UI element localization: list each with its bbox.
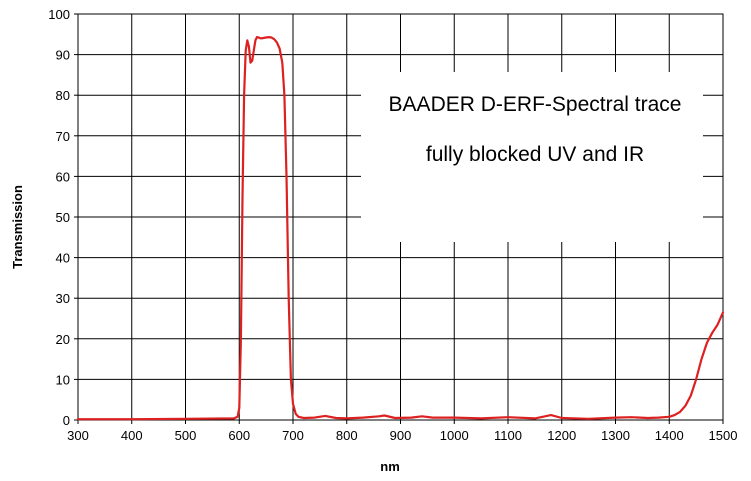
annotation-box — [361, 72, 703, 242]
x-tick-label: 1300 — [601, 428, 630, 443]
x-tick-label: 500 — [175, 428, 197, 443]
x-tick-label: 600 — [228, 428, 250, 443]
y-tick-label: 50 — [56, 210, 70, 225]
annotation-subtitle: fully blocked UV and IR — [426, 143, 644, 166]
y-tick-label: 80 — [56, 88, 70, 103]
x-axis-label: nm — [380, 459, 400, 474]
y-tick-label: 40 — [56, 251, 70, 266]
x-tick-label: 800 — [336, 428, 358, 443]
x-tick-label: 1100 — [494, 428, 522, 443]
axis-tick-labels: 300 400 500 600 700 800 900 1000 1100 1200 1300 140… — [48, 7, 737, 443]
x-tick-label: 1500 — [709, 428, 738, 443]
x-tick-label: 1200 — [547, 428, 576, 443]
x-tick-label: 900 — [390, 428, 412, 443]
y-tick-label: 0 — [63, 413, 70, 428]
x-tick-label: 1400 — [655, 428, 684, 443]
x-tick-label: 400 — [121, 428, 143, 443]
series-layer — [76, 35, 725, 421]
y-tick-label: 100 — [48, 7, 70, 22]
x-tick-label: 1000 — [440, 428, 469, 443]
annotation-title: BAADER D-ERF-Spectral trace — [389, 93, 682, 116]
y-tick-label: 70 — [56, 129, 70, 144]
series-line-transmission — [76, 35, 725, 421]
y-tick-label: 60 — [56, 169, 70, 184]
y-tick-label: 30 — [56, 291, 70, 306]
y-axis-label: Transmission — [10, 185, 25, 269]
x-tick-label: 700 — [282, 428, 304, 443]
x-tick-label: 300 — [67, 428, 89, 443]
y-tick-label: 20 — [56, 332, 70, 347]
y-tick-label: 90 — [56, 48, 70, 63]
plot-frame — [77, 13, 724, 421]
y-tick-label: 10 — [56, 372, 70, 387]
